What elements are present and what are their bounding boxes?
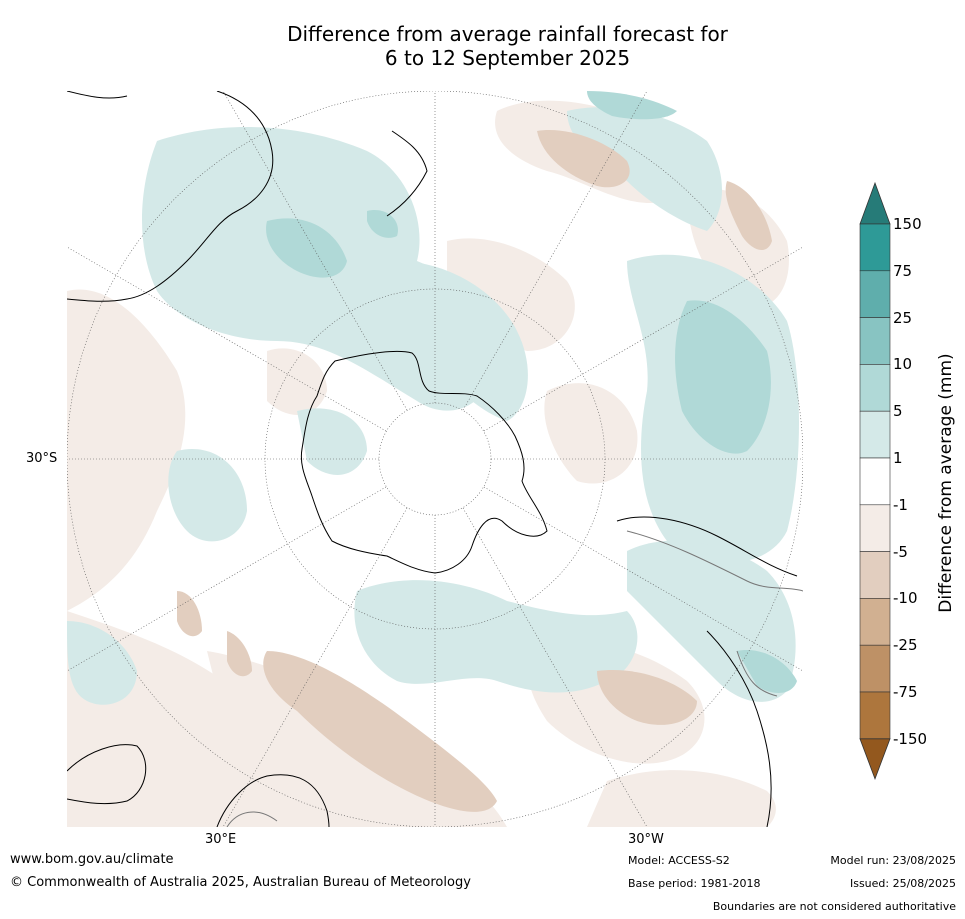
footer-model: Model: ACCESS-S2 <box>628 854 730 867</box>
colorbar-segment <box>859 364 891 412</box>
polar-rainfall-map <box>67 91 803 827</box>
colorbar-segment <box>859 410 891 459</box>
colorbar-segment <box>859 598 891 646</box>
colorbar-tick-label: 1 <box>893 449 903 467</box>
coastlines <box>67 91 798 827</box>
colorbar-segment <box>859 223 891 272</box>
colorbar-tick-label: 5 <box>893 402 903 421</box>
colorbar-segment <box>859 551 891 599</box>
colorbar-tick-label: 10 <box>893 355 913 374</box>
longitude-lines <box>67 91 803 827</box>
longitude-label-west: 30°W <box>628 832 664 847</box>
footer-url[interactable]: www.bom.gov.au/climate <box>10 852 174 867</box>
antarctica-coastline <box>300 350 548 574</box>
country-borders <box>226 530 803 827</box>
longitude-label-east: 30°E <box>205 832 237 847</box>
footer-copyright: © Commonwealth of Australia 2025, Austra… <box>10 875 471 890</box>
footer-disclaimer: Boundaries are not considered authoritat… <box>712 900 956 913</box>
title-line-1: Difference from average rainfall forecas… <box>287 22 728 46</box>
colorbar-tick-label: 75 <box>893 261 913 280</box>
footer-base-period: Base period: 1981-2018 <box>628 877 761 890</box>
colorbar-title: Difference from average (mm) <box>936 353 956 613</box>
colorbar-tick-label: -150 <box>893 729 928 748</box>
colorbar <box>859 181 891 780</box>
colorbar-tick-label: -1 <box>893 495 908 514</box>
latitude-label: 30°S <box>26 451 58 466</box>
drier-areas-medium <box>177 130 772 812</box>
colorbar-extend-bottom <box>859 738 891 780</box>
colorbar-segment <box>859 317 891 365</box>
colorbar-tick-label: -10 <box>893 589 918 608</box>
wetter-areas-medium <box>266 91 797 693</box>
colorbar-tick-label: -25 <box>893 636 918 655</box>
wetter-areas-light <box>67 107 799 705</box>
colorbar-segment <box>859 644 891 693</box>
title-line-2: 6 to 12 September 2025 <box>384 46 631 70</box>
colorbar-tick-label: -5 <box>893 542 908 561</box>
colorbar-tick-label: -75 <box>893 683 918 701</box>
footer-issued: Issued: 25/08/2025 <box>849 877 956 890</box>
colorbar-segment <box>859 504 891 552</box>
colorbar-tick-label: 25 <box>893 308 913 327</box>
colorbar-extend-top <box>859 181 891 225</box>
colorbar-segments <box>859 181 891 780</box>
map-title: Difference from average rainfall forecas… <box>220 22 795 70</box>
colorbar-segment <box>859 691 891 740</box>
colorbar-segment <box>859 270 891 318</box>
colorbar-segment <box>859 457 891 506</box>
colorbar-tick-label: 150 <box>893 215 922 233</box>
footer-model-run: Model run: 23/08/2025 <box>830 854 956 867</box>
